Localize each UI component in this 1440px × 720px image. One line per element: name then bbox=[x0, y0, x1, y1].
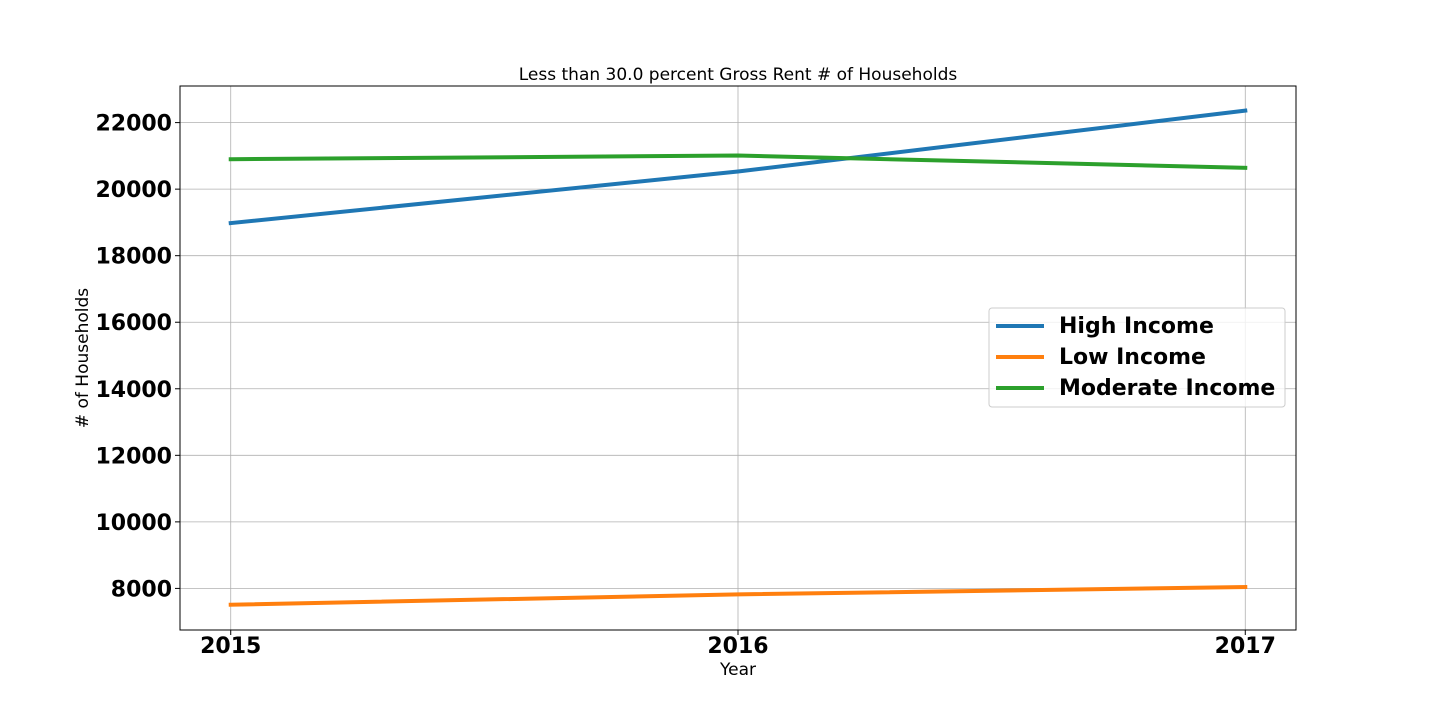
x-axis-label: Year bbox=[719, 660, 756, 680]
y-tick-label: 16000 bbox=[95, 311, 172, 336]
y-tick-label: 12000 bbox=[95, 444, 172, 469]
chart-title: Less than 30.0 percent Gross Rent # of H… bbox=[519, 65, 958, 85]
grid bbox=[180, 86, 1296, 630]
y-tick-label: 10000 bbox=[95, 511, 172, 536]
series-line-moderate-income bbox=[228, 153, 1248, 170]
legend-box bbox=[988, 307, 1286, 408]
series-line-high-income bbox=[228, 108, 1248, 226]
y-axis-label: # of Households bbox=[73, 288, 93, 428]
x-tick-label: 2015 bbox=[200, 634, 261, 659]
series-lines bbox=[228, 108, 1248, 607]
y-tick-label: 18000 bbox=[95, 245, 172, 270]
x-tick-label: 2017 bbox=[1215, 634, 1276, 659]
legend-label-low-income: Low Income bbox=[1059, 345, 1206, 370]
legend: High Income Low Income Moderate Income bbox=[988, 307, 1286, 408]
legend-label-high-income: High Income bbox=[1059, 314, 1214, 339]
x-axis-ticks: 2015 2016 2017 bbox=[200, 630, 1276, 659]
series-line-low-income bbox=[228, 585, 1248, 607]
y-axis-ticks: 8000 10000 12000 14000 16000 18000 20000 22000 bbox=[95, 112, 180, 602]
y-tick-label: 22000 bbox=[95, 112, 172, 137]
legend-label-moderate-income: Moderate Income bbox=[1059, 376, 1275, 401]
y-tick-label: 14000 bbox=[95, 378, 172, 403]
x-tick-label: 2016 bbox=[707, 634, 768, 659]
y-tick-label: 20000 bbox=[95, 178, 172, 203]
y-tick-label: 8000 bbox=[111, 577, 172, 602]
